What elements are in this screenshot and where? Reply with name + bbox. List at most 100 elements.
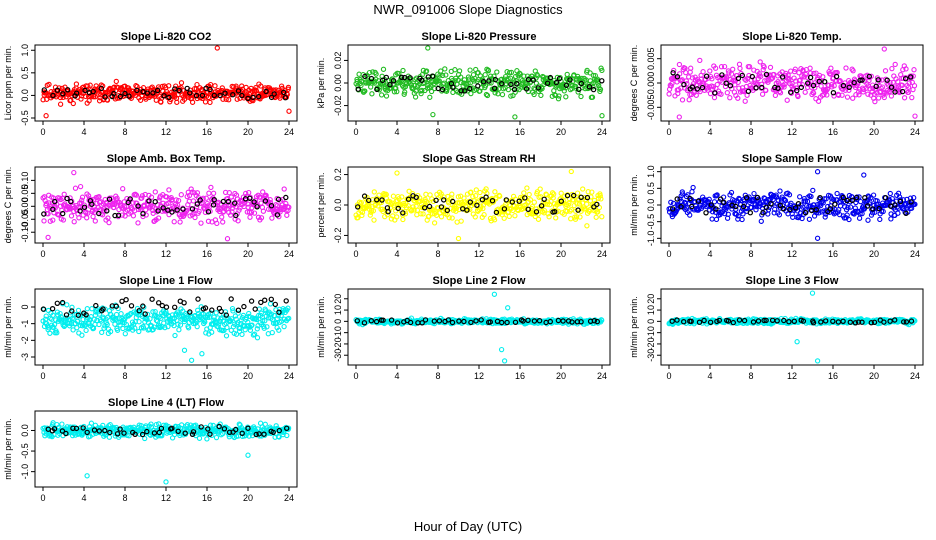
- x-tick-label: 16: [515, 371, 525, 381]
- data-point: [44, 320, 50, 327]
- data-point: [379, 81, 386, 87]
- reference-point: [670, 206, 676, 212]
- data-point: [458, 74, 464, 80]
- reference-point: [475, 83, 481, 89]
- y-tick-label: -1.0: [20, 464, 30, 480]
- reference-point: [853, 194, 860, 201]
- data-point: [834, 190, 840, 197]
- panel-title: Slope Li-820 CO2: [121, 31, 211, 43]
- reference-point: [884, 77, 890, 83]
- reference-point: [102, 94, 108, 100]
- data-point: [148, 194, 155, 200]
- data-point: [402, 89, 408, 95]
- data-point: [552, 92, 559, 99]
- data-point: [74, 325, 80, 331]
- reference-point: [547, 74, 554, 81]
- data-point: [207, 99, 213, 106]
- data-point: [724, 90, 730, 96]
- data-point: [802, 89, 808, 95]
- data-point: [178, 80, 185, 86]
- x-tick-label: 0: [40, 493, 45, 503]
- reference-point: [166, 94, 172, 101]
- reference-point: [703, 73, 710, 79]
- data-point: [508, 93, 514, 99]
- x-axis: 0 4 8 12 16 20 24: [353, 243, 607, 259]
- outlier-point: [199, 351, 205, 357]
- reference-point: [374, 86, 380, 93]
- y-axis: -0.20.00.2: [333, 168, 348, 243]
- reference-point: [802, 209, 809, 216]
- data-point: [399, 77, 405, 83]
- reference-point: [530, 77, 537, 83]
- reference-point: [126, 93, 132, 99]
- reference-point: [590, 86, 597, 93]
- data-point: [895, 210, 901, 216]
- reference-point: [816, 78, 823, 85]
- data-point: [206, 190, 212, 196]
- data-point: [693, 92, 699, 98]
- y-tick-label: 0.00: [20, 198, 30, 216]
- data-point: [410, 85, 416, 92]
- data-point: [150, 326, 156, 333]
- data-point: [420, 211, 426, 217]
- data-point: [759, 91, 766, 97]
- reference-point: [433, 197, 439, 203]
- reference-point: [54, 300, 61, 306]
- reference-point: [207, 86, 213, 93]
- data-point: [243, 190, 249, 197]
- reference-point: [385, 208, 391, 215]
- reference-point: [68, 198, 74, 205]
- data-point: [172, 332, 178, 339]
- data-point: [360, 89, 367, 95]
- x-axis: 0 4 8 12 16 20 24: [40, 121, 294, 137]
- data-point: [89, 306, 95, 312]
- data-point: [733, 206, 739, 212]
- reference-point: [578, 194, 584, 200]
- data-point: [754, 203, 760, 210]
- data-point: [786, 192, 793, 198]
- data-point: [865, 91, 871, 97]
- reference-point: [760, 209, 766, 216]
- reference-point: [441, 197, 447, 203]
- reference-point: [892, 202, 898, 208]
- data-point: [584, 201, 590, 207]
- data-point: [853, 199, 859, 206]
- data-point: [88, 314, 94, 320]
- data-point: [811, 70, 817, 77]
- outlier-point: [505, 305, 511, 311]
- data-point: [394, 214, 400, 220]
- data-point: [192, 214, 198, 221]
- outlier-point: [84, 473, 90, 479]
- data-point: [889, 65, 895, 72]
- data-point: [165, 323, 171, 330]
- y-tick-label: -0.10: [20, 222, 30, 243]
- data-point: [423, 68, 430, 74]
- reference-point: [399, 74, 405, 81]
- reference-point: [827, 206, 834, 212]
- outlier-point: [224, 236, 231, 242]
- data-point: [112, 321, 118, 327]
- data-point: [406, 188, 412, 194]
- data-point: [380, 66, 387, 72]
- reference-point: [772, 84, 778, 91]
- x-tick-label: 0: [353, 371, 358, 381]
- data-point: [499, 91, 506, 98]
- reference-point: [674, 73, 681, 80]
- y-tick-label: -1: [20, 320, 30, 328]
- points: [40, 45, 292, 119]
- data-point: [267, 199, 274, 206]
- data-point: [761, 64, 767, 70]
- outlier-point: [809, 290, 816, 296]
- data-point: [58, 314, 64, 320]
- y-tick-label: 1.0: [646, 165, 656, 178]
- reference-point: [689, 84, 696, 90]
- data-point: [531, 199, 537, 205]
- points: [40, 296, 292, 363]
- x-axis: 0 4 8 12 16 20 24: [666, 243, 920, 259]
- data-point: [844, 212, 850, 218]
- x-tick-label: 12: [161, 249, 171, 259]
- data-point: [846, 87, 852, 93]
- data-point: [879, 84, 886, 90]
- data-point: [711, 94, 718, 101]
- y-axis: -0.50.00.51.0: [20, 44, 35, 126]
